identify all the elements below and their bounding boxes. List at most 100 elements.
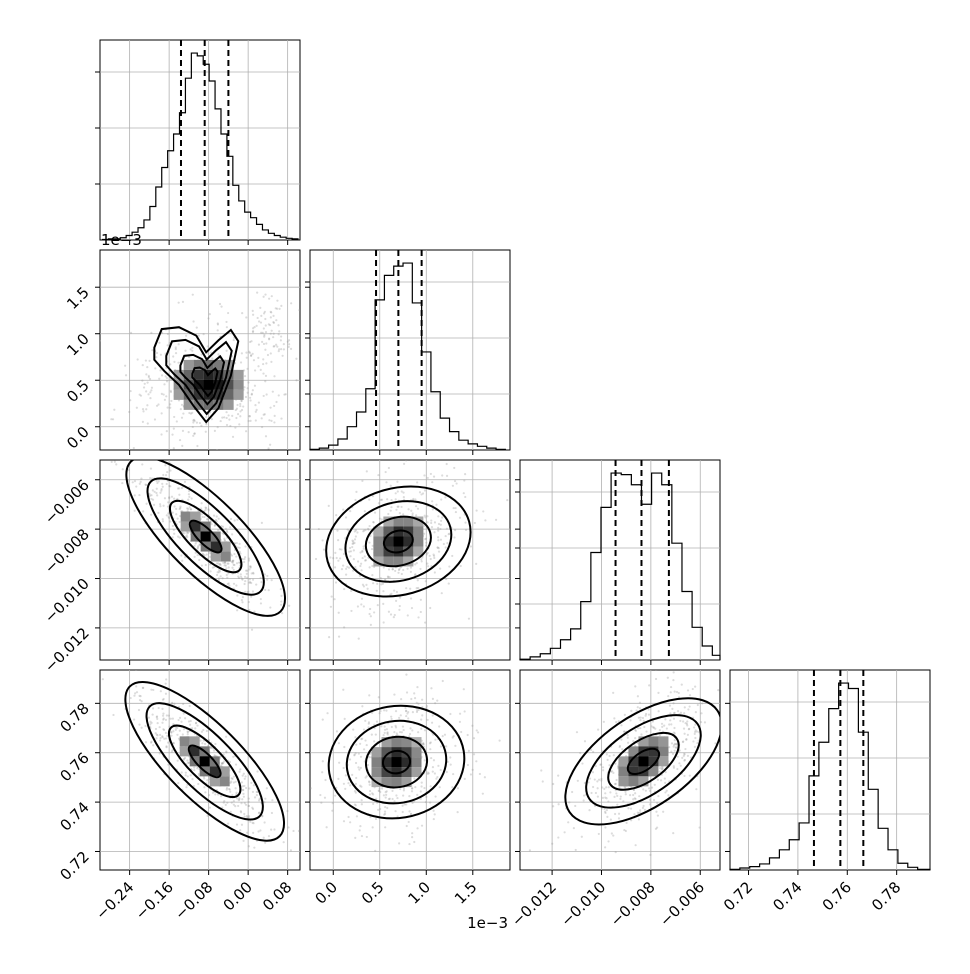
scatter-point	[473, 521, 476, 525]
scatter-point	[262, 394, 265, 398]
scatter-point	[249, 340, 252, 344]
scatter-point	[434, 702, 437, 705]
scatter-point	[167, 515, 170, 519]
scatter-point	[159, 505, 162, 508]
scatter-point	[413, 692, 416, 695]
scatter-point	[127, 468, 130, 472]
scatter-point	[216, 322, 219, 325]
scatter-point	[359, 742, 362, 745]
scatter-point	[141, 408, 145, 411]
scatter-point	[574, 804, 577, 808]
scatter-point	[264, 380, 267, 383]
scatter-point	[206, 814, 209, 817]
scatter-point	[145, 483, 148, 487]
scatter-point	[439, 768, 442, 772]
scatter-point	[166, 332, 169, 336]
scatter-point	[610, 770, 614, 773]
scatter-point	[287, 826, 290, 829]
scatter-point	[369, 615, 372, 618]
scatter-point	[292, 829, 295, 833]
scatter-point	[249, 396, 252, 399]
scatter-point	[448, 532, 451, 535]
scatter-point	[165, 376, 169, 380]
scatter-point	[454, 506, 457, 510]
scatter-point	[672, 743, 676, 746]
ytick-label-2-2: −0.008	[41, 525, 93, 577]
scatter-point	[131, 481, 134, 484]
scatter-point	[248, 608, 251, 612]
scatter-point	[352, 549, 355, 552]
scatter-point	[639, 809, 642, 812]
scatter-point	[244, 786, 248, 790]
scatter-point	[357, 766, 360, 769]
scatter-point	[441, 679, 444, 683]
scatter-point	[615, 721, 618, 724]
scatter-point	[179, 408, 182, 411]
scatter-point	[264, 331, 268, 334]
scatter-point	[225, 320, 228, 324]
scatter-point	[648, 798, 652, 801]
scatter-point	[608, 754, 611, 758]
scatter-point	[215, 515, 218, 518]
scatter-point	[184, 771, 187, 774]
scatter-point	[394, 726, 398, 729]
scatter-point	[193, 418, 196, 421]
scatter-point	[268, 297, 271, 300]
scatter-point	[360, 799, 363, 802]
scatter-point	[228, 418, 231, 421]
scatter-point	[241, 601, 244, 604]
scatter-point	[361, 479, 364, 482]
scatter-point	[366, 763, 370, 767]
scatter-point	[353, 754, 356, 757]
density-cell	[401, 757, 412, 768]
scatter-point	[150, 688, 153, 691]
scatter-point	[332, 557, 335, 560]
scatter-point	[326, 712, 329, 715]
scatter-point	[387, 797, 391, 801]
scatter-point	[410, 790, 414, 793]
scatter-point	[402, 789, 405, 792]
scatter-point	[625, 821, 628, 824]
scatter-point	[137, 458, 139, 460]
scatter-point	[658, 729, 661, 732]
scatter-point	[417, 586, 420, 590]
scatter-point	[219, 570, 222, 573]
scatter-point	[667, 695, 670, 698]
scatter-point	[665, 789, 668, 792]
scatter-point	[337, 742, 340, 745]
scatter-point	[452, 734, 455, 738]
scatter-point	[349, 784, 352, 787]
contours-0-1	[153, 326, 240, 424]
scatter-point	[424, 544, 428, 547]
scatter-point	[695, 730, 699, 733]
scatter-point	[419, 567, 422, 571]
scatter-point	[372, 521, 375, 524]
scatter-point	[150, 497, 153, 501]
scatter-point	[188, 506, 191, 509]
scatter-point	[166, 470, 169, 474]
scatter-point	[602, 769, 605, 772]
scatter-point	[405, 673, 408, 676]
scatter-point	[416, 827, 419, 830]
scatter-point	[413, 840, 416, 844]
scatter-point	[144, 483, 147, 486]
scatter-point	[209, 746, 212, 750]
scatter-point	[377, 473, 380, 477]
scatter-point	[394, 569, 397, 573]
scatter-point	[358, 574, 361, 578]
scatter-point	[217, 571, 220, 574]
scatter-point	[413, 697, 417, 700]
scatter-point	[698, 826, 701, 829]
contour-level-3	[382, 529, 414, 554]
scatter-point	[228, 584, 231, 587]
scatter-point	[224, 803, 227, 806]
scatter-point	[408, 735, 411, 738]
scatter-point	[394, 810, 397, 813]
scatter-point	[164, 375, 167, 378]
scatter-point	[167, 501, 170, 504]
scatter-point	[225, 326, 228, 329]
scatter-point	[421, 556, 424, 559]
scatter-point	[166, 406, 169, 409]
scatter-point	[148, 359, 151, 362]
scatter-point	[280, 335, 283, 338]
